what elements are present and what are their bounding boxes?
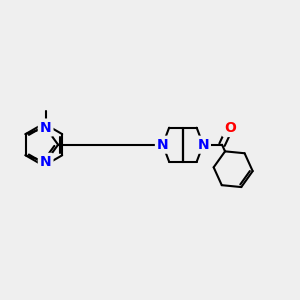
Text: O: O <box>224 121 236 135</box>
Text: N: N <box>157 138 169 152</box>
Text: N: N <box>197 138 209 152</box>
Text: N: N <box>40 155 52 169</box>
Text: N: N <box>40 121 52 135</box>
